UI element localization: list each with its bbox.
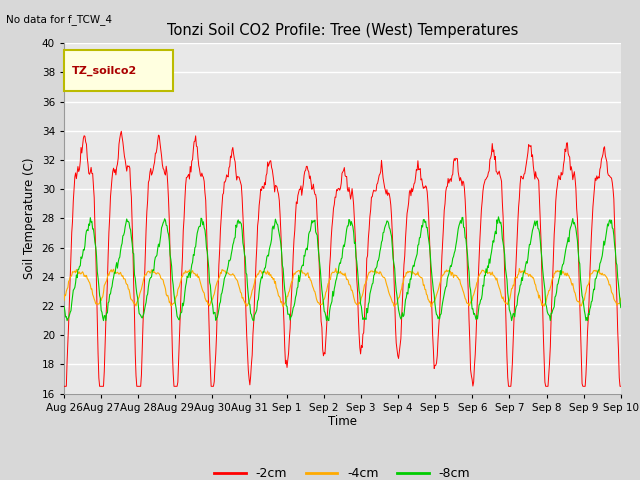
Y-axis label: Soil Temperature (C): Soil Temperature (C)	[23, 157, 36, 279]
Title: Tonzi Soil CO2 Profile: Tree (West) Temperatures: Tonzi Soil CO2 Profile: Tree (West) Temp…	[166, 23, 518, 38]
X-axis label: Time: Time	[328, 415, 357, 429]
Text: TZ_soilco2: TZ_soilco2	[72, 65, 138, 76]
Legend: -2cm, -4cm, -8cm: -2cm, -4cm, -8cm	[209, 462, 476, 480]
Text: No data for f_TCW_4: No data for f_TCW_4	[6, 14, 113, 25]
FancyBboxPatch shape	[64, 50, 173, 91]
